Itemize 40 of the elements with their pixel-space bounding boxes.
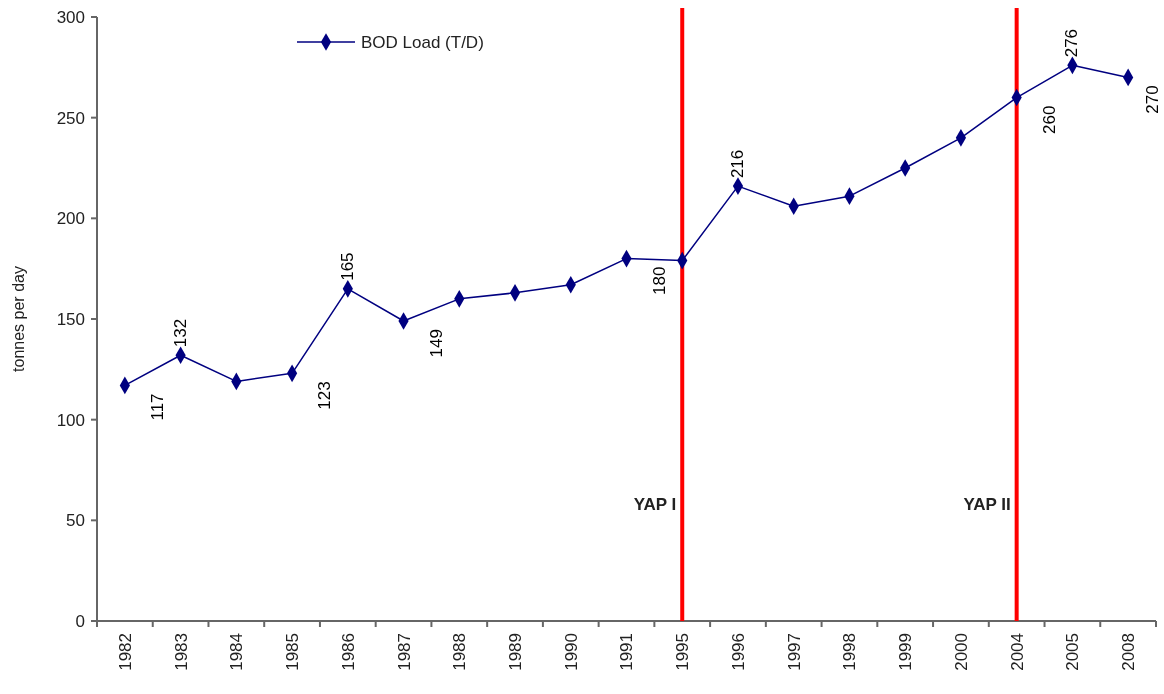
x-tick-label: 1983 [171, 633, 191, 671]
data-label: 132 [170, 318, 190, 348]
y-tick-label: 250 [56, 108, 85, 128]
y-tick-label: 200 [56, 209, 85, 229]
data-label: 180 [649, 266, 669, 295]
y-tick-label: 100 [56, 410, 85, 430]
x-tick-label: 1997 [784, 633, 804, 671]
x-tick-label: 2004 [1007, 633, 1027, 671]
x-tick-label: 1989 [505, 633, 525, 671]
x-tick-label: 1986 [338, 633, 358, 671]
legend-label: BOD Load (T/D) [361, 32, 484, 52]
x-tick-label: 1998 [840, 633, 860, 671]
x-tick-label: 1999 [896, 633, 916, 671]
x-tick-label: 2005 [1063, 633, 1083, 671]
data-label: 123 [315, 381, 335, 410]
x-tick-label: 1991 [617, 633, 637, 671]
ref-line-label: YAP II [963, 495, 1011, 515]
data-label: 165 [337, 252, 357, 281]
y-tick-label: 300 [56, 7, 85, 27]
data-label: 270 [1143, 85, 1162, 114]
x-tick-label: 1987 [394, 633, 414, 671]
y-tick-label: 50 [66, 511, 85, 531]
y-tick-label: 150 [56, 309, 85, 329]
data-label: 149 [426, 329, 446, 358]
x-tick-label: 1988 [450, 633, 470, 671]
ref-line-label: YAP I [633, 495, 677, 515]
x-tick-label: 1996 [728, 633, 748, 671]
y-axis-title: tonnes per day [10, 266, 27, 372]
data-label: 260 [1039, 105, 1059, 134]
x-tick-label: 1984 [227, 633, 247, 671]
x-tick-label: 1990 [561, 633, 581, 671]
x-tick-label: 1985 [283, 633, 303, 671]
x-tick-label: 2008 [1119, 633, 1139, 671]
data-label: 276 [1062, 28, 1082, 58]
x-tick-label: 1982 [115, 633, 135, 671]
x-tick-label: 1995 [673, 633, 693, 671]
y-tick-label: 0 [75, 611, 85, 631]
data-label: 117 [147, 393, 167, 421]
x-tick-label: 2000 [951, 633, 971, 671]
data-label: 216 [727, 149, 747, 179]
